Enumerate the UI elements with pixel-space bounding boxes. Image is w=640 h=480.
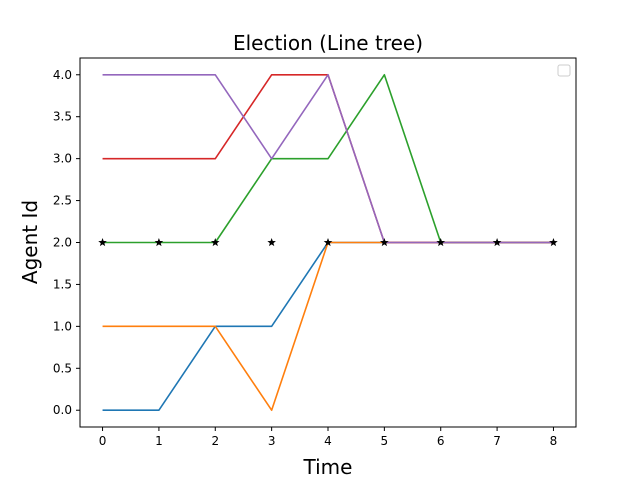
y-tick-label: 2.5 bbox=[53, 194, 72, 208]
x-tick-label: 8 bbox=[550, 434, 558, 448]
x-axis-label: Time bbox=[303, 455, 353, 479]
legend-box bbox=[557, 64, 571, 77]
x-tick-label: 3 bbox=[268, 434, 276, 448]
y-axis-label: Agent Id bbox=[18, 200, 42, 284]
series-layer bbox=[102, 73, 554, 412]
y-tick-label: 1.5 bbox=[53, 277, 72, 291]
y-tick-label: 3.5 bbox=[53, 110, 72, 124]
x-tick-label: 7 bbox=[493, 434, 501, 448]
y-tick-label: 0.0 bbox=[53, 403, 72, 417]
x-tick-label: 0 bbox=[99, 434, 107, 448]
marker-layer bbox=[98, 238, 558, 247]
star-marker bbox=[323, 238, 333, 247]
x-tick-label: 4 bbox=[324, 434, 332, 448]
star-marker bbox=[380, 238, 389, 247]
y-tick-label: 0.5 bbox=[53, 361, 72, 375]
series-line-4 bbox=[102, 73, 554, 244]
y-tick-label: 3.0 bbox=[53, 152, 72, 166]
star-marker bbox=[154, 238, 164, 247]
y-axis: 0.0 0.5 1.0 1.5 2.0 2.5 3.0 3.5 4.0 bbox=[53, 68, 80, 417]
chart-title: Election (Line tree) bbox=[233, 31, 423, 55]
x-tick-label: 1 bbox=[155, 434, 163, 448]
x-tick-label: 5 bbox=[381, 434, 389, 448]
star-marker bbox=[492, 238, 502, 247]
star-marker bbox=[267, 238, 276, 247]
x-tick-label: 2 bbox=[211, 434, 219, 448]
y-tick-label: 4.0 bbox=[53, 68, 72, 82]
series-line-1 bbox=[102, 241, 554, 412]
star-marker bbox=[549, 238, 558, 247]
x-axis: 0 1 2 3 4 5 6 7 8 bbox=[99, 427, 558, 448]
star-marker bbox=[436, 238, 446, 247]
y-tick-label: 1.0 bbox=[53, 319, 72, 333]
star-marker bbox=[210, 238, 220, 247]
y-tick-label: 2.0 bbox=[53, 236, 72, 250]
star-marker bbox=[98, 238, 107, 247]
x-tick-label: 6 bbox=[437, 434, 445, 448]
